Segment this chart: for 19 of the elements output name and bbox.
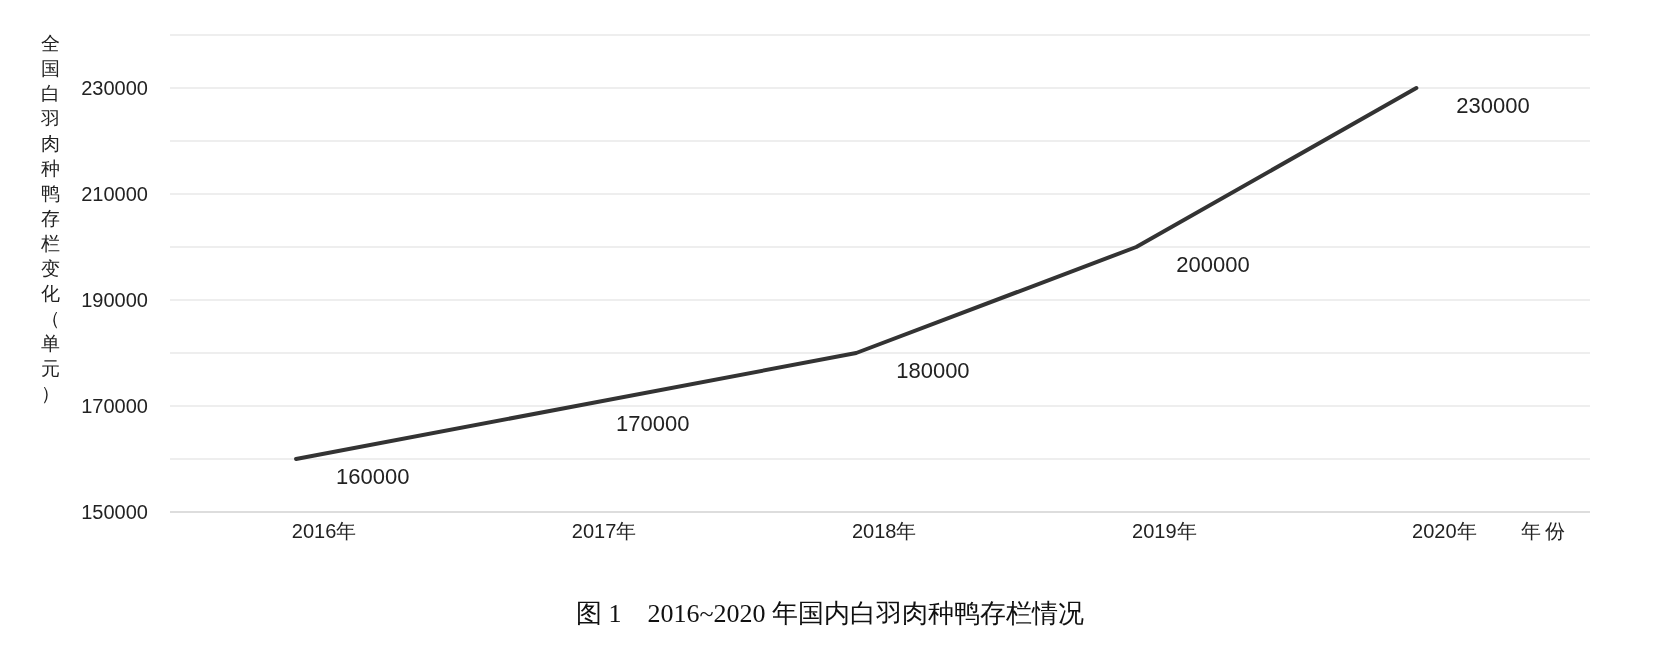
y-tick-label: 190000 (81, 289, 148, 311)
y-tick-label: 210000 (81, 183, 148, 205)
y-tick-label: 170000 (81, 395, 148, 417)
data-label: 230000 (1456, 93, 1530, 118)
data-label: 170000 (616, 411, 690, 436)
x-tick-label: 2018年 (851, 520, 917, 542)
data-label: 160000 (336, 464, 410, 489)
data-label: 180000 (896, 358, 970, 383)
line-series (294, 86, 1419, 461)
text: 图 1 2016~2020 年国内白羽肉种鸭存栏情况 (575, 599, 1085, 628)
x-axis-title: 年份 (1521, 520, 1569, 542)
x-tick-label: 2017年 (571, 520, 637, 542)
data-label: 200000 (1176, 252, 1250, 277)
y-tick-label: 230000 (81, 77, 148, 99)
x-tick-label: 2019年 (1132, 520, 1197, 542)
y-tick-label: 150000 (81, 501, 148, 523)
x-tick-label: 2016年 (291, 520, 357, 542)
text: 全国白羽肉种鸭存栏变化（单元） (40, 33, 60, 404)
x-tick-label: 2020年 (1412, 520, 1477, 542)
